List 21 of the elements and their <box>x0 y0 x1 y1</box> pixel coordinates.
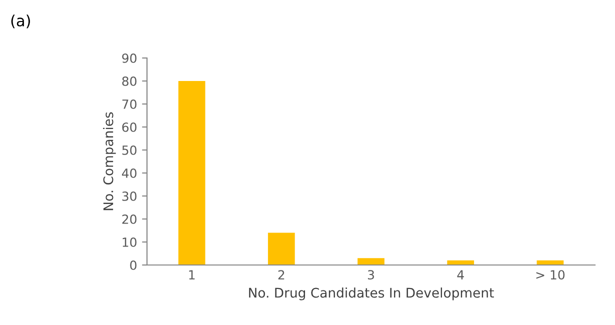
bar <box>178 81 206 265</box>
x-tick-label: 2 <box>278 270 284 280</box>
x-axis-title: No. Drug Candidates In Development <box>249 288 494 300</box>
y-tick-label: 80 <box>122 76 136 86</box>
bar <box>268 232 295 265</box>
y-tick-label: 30 <box>122 191 136 201</box>
x-tick-label: 1 <box>189 270 195 280</box>
bar <box>358 258 384 265</box>
y-tick-label: 60 <box>122 122 136 132</box>
y-tick-label: 0 <box>130 260 136 270</box>
y-axis-title: No. Companies <box>103 112 116 210</box>
y-tick-label: 40 <box>122 168 136 178</box>
y-tick-label: 20 <box>122 214 136 224</box>
x-tick-label: > 10 <box>536 270 565 280</box>
y-tick-label: 10 <box>122 237 136 247</box>
y-tick-label: 70 <box>122 99 136 109</box>
text: (a) <box>11 14 30 28</box>
x-tick-label: 4 <box>457 270 464 280</box>
y-tick-label: 90 <box>122 53 136 63</box>
x-tick-label: 3 <box>368 270 374 280</box>
y-tick-label: 50 <box>122 145 136 155</box>
